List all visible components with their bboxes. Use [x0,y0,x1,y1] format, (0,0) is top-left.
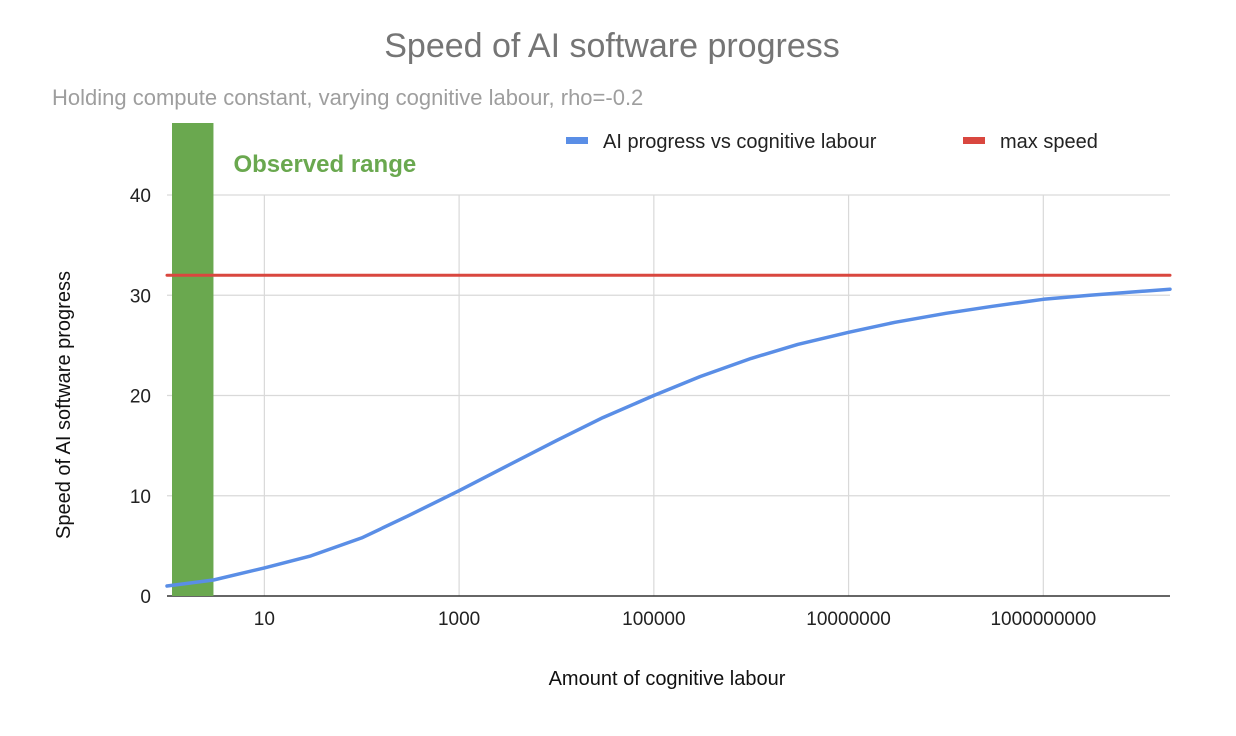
legend-label: max speed [1000,131,1098,153]
annotation-band: Observed range [172,123,416,596]
y-tick-label: 40 [130,186,151,207]
legend: AI progress vs cognitive labour max speed [566,131,1098,153]
x-tick-label: 10 [254,609,275,630]
gridlines [167,194,1170,596]
x-tick-label: 100000 [622,609,685,630]
observed-range-band [172,123,214,596]
chart-subtitle: Holding compute constant, varying cognit… [52,85,643,110]
legend-swatch [566,137,588,144]
series-lines [165,273,1172,588]
x-axis-title: Amount of cognitive labour [549,668,786,690]
x-tick-labels: 10 1000 100000 10000000 1000000000 [254,609,1096,630]
x-tick-label: 1000 [438,609,480,630]
y-tick-label: 0 [140,587,151,608]
y-tick-label: 10 [130,487,151,508]
y-tick-labels: 0 10 20 30 40 [130,186,151,608]
y-tick-label: 30 [130,286,151,307]
x-tick-label: 10000000 [806,609,891,630]
y-tick-label: 20 [130,387,151,408]
x-tick-label: 1000000000 [990,609,1096,630]
y-axis-title: Speed of AI software progress [53,271,75,539]
series-line-ai-progress [165,287,1172,588]
legend-swatch [963,137,985,144]
chart-title: Speed of AI software progress [384,27,839,65]
legend-label: AI progress vs cognitive labour [603,131,877,153]
observed-range-label: Observed range [233,151,416,178]
